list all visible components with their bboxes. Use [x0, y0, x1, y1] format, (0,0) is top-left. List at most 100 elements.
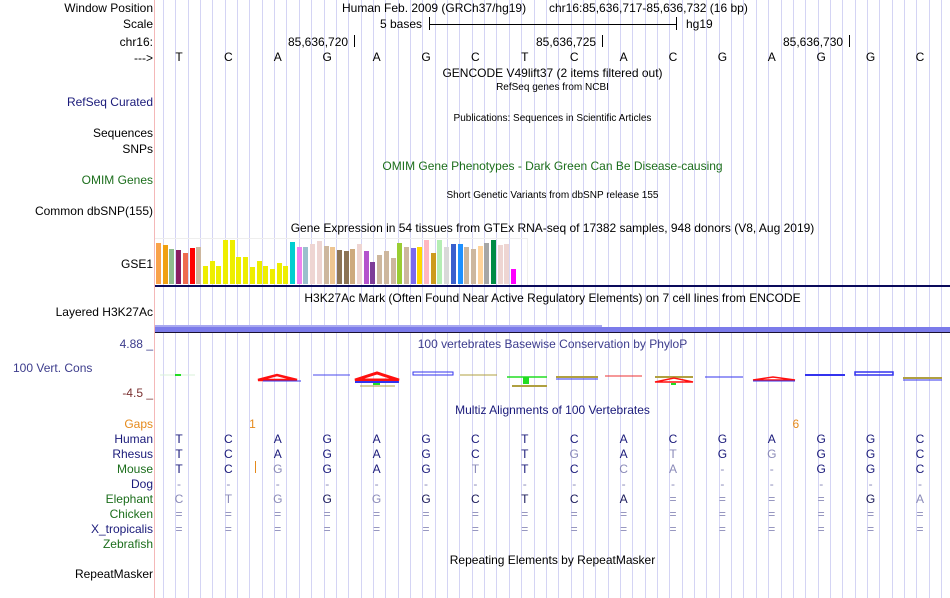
gtex-tissue-bar[interactable]	[410, 248, 416, 284]
gtex-tissue-bar[interactable]	[383, 251, 389, 284]
gtex-tissue-bar[interactable]	[330, 247, 336, 284]
h3k27ac-track-label[interactable]: Layered H3K27Ac	[55, 305, 153, 319]
gtex-tissue-bar[interactable]	[424, 240, 429, 284]
gtex-tissue-bar[interactable]	[189, 248, 195, 284]
gtex-tissue-bar[interactable]	[216, 266, 222, 284]
gtex-tissue-bar[interactable]	[444, 247, 450, 284]
gtex-tissue-bar[interactable]	[457, 244, 463, 284]
gtex-tissue-bar[interactable]	[223, 240, 228, 284]
dbsnp-track-label[interactable]: Common dbSNP(155)	[34, 204, 153, 218]
omim-track-title[interactable]: OMIM Gene Phenotypes - Dark Green Can Be…	[382, 159, 723, 173]
omim-track-label[interactable]: OMIM Genes	[81, 173, 153, 187]
gtex-tissue-bar[interactable]	[403, 247, 409, 284]
gtex-tissue-bar[interactable]	[491, 240, 496, 284]
aligned-base: =	[422, 507, 430, 521]
refseq-track-title[interactable]: RefSeq genes from NCBI	[496, 82, 609, 93]
gtex-tissue-bar[interactable]	[310, 244, 316, 284]
gtex-tissue-bar[interactable]	[370, 262, 376, 284]
gtex-tissue-bar[interactable]	[417, 247, 423, 284]
publications-track-title[interactable]: Publications: Sequences in Scientific Ar…	[453, 113, 652, 124]
gtex-tissue-bar[interactable]	[176, 250, 182, 284]
species-label[interactable]: Zebrafish	[102, 537, 153, 551]
gtex-bar-chart[interactable]	[155, 238, 950, 286]
h3k27ac-signal[interactable]	[155, 327, 950, 332]
phylop-track-label[interactable]: 100 Vert. Cons	[13, 361, 93, 375]
species-label[interactable]: Rhesus	[112, 447, 153, 461]
gtex-tissue-bar[interactable]	[390, 258, 396, 284]
gtex-tissue-bar[interactable]	[229, 240, 235, 284]
gtex-tissue-bar[interactable]	[363, 251, 369, 284]
dbsnp-track-title[interactable]: Short Genetic Variants from dbSNP releas…	[446, 190, 659, 201]
gtex-track-label[interactable]: GSE1	[120, 257, 153, 271]
gtex-tissue-bar[interactable]	[243, 257, 249, 284]
gtex-tissue-bar[interactable]	[249, 267, 255, 284]
ruler-tick-label: 85,636,725	[536, 35, 597, 49]
strand-label[interactable]: --->	[134, 51, 153, 65]
gtex-tissue-bar[interactable]	[290, 242, 295, 284]
species-label[interactable]: Human	[114, 432, 153, 446]
refseq-track-label[interactable]: RefSeq Curated	[66, 95, 153, 109]
gtex-tissue-bar[interactable]	[236, 257, 242, 284]
gtex-tissue-bar[interactable]	[283, 266, 289, 284]
gtex-tissue-bar[interactable]	[296, 247, 302, 284]
gtex-tissue-bar[interactable]	[430, 253, 436, 284]
gtex-tissue-bar[interactable]	[450, 244, 456, 284]
multiz-track-title[interactable]: Multiz Alignments of 100 Vertebrates	[455, 403, 650, 417]
gtex-tissue-bar[interactable]	[196, 247, 202, 284]
gtex-tissue-bar[interactable]	[377, 255, 383, 284]
gtex-tissue-bar[interactable]	[323, 246, 329, 284]
gencode-track-title[interactable]: GENCODE V49lift37 (2 items filtered out)	[442, 66, 663, 80]
gtex-tissue-bar[interactable]	[162, 245, 168, 284]
species-label[interactable]: Chicken	[109, 507, 153, 521]
species-label[interactable]: Dog	[130, 477, 153, 491]
gtex-tissue-bar[interactable]	[470, 249, 476, 284]
aligned-base: -	[374, 477, 379, 491]
gtex-tissue-bar[interactable]	[397, 243, 403, 284]
snps-track-label[interactable]: SNPs	[122, 142, 153, 156]
h3k27ac-track-title[interactable]: H3K27Ac Mark (Often Found Near Active Re…	[304, 291, 801, 305]
gap-count[interactable]: 1	[249, 417, 256, 431]
gtex-tissue-bar[interactable]	[202, 266, 208, 284]
gtex-tissue-bar[interactable]	[477, 246, 483, 284]
gtex-tissue-bar[interactable]	[464, 247, 470, 284]
gtex-tissue-bar[interactable]	[276, 263, 282, 284]
publications-track-label[interactable]: Sequences	[92, 126, 153, 140]
aligned-base: -	[177, 477, 181, 491]
gtex-tissue-bar[interactable]	[497, 245, 503, 284]
gap-count[interactable]: 6	[792, 417, 800, 431]
gtex-track-title[interactable]: Gene Expression in 54 tissues from GTEx …	[290, 221, 815, 235]
repeatmasker-track-title[interactable]: Repeating Elements by RepeatMasker	[449, 553, 656, 567]
aligned-base: A	[619, 432, 628, 446]
phylop-track-title[interactable]: 100 vertebrates Basewise Conservation by…	[417, 337, 688, 351]
aligned-base: =	[570, 507, 578, 521]
gtex-tissue-bar[interactable]	[511, 269, 517, 284]
gtex-tissue-bar[interactable]	[350, 249, 356, 284]
gtex-tissue-bar[interactable]	[437, 240, 443, 284]
repeatmasker-track-label[interactable]: RepeatMasker	[74, 567, 153, 581]
species-label[interactable]: Mouse	[116, 462, 153, 476]
gtex-tissue-bar[interactable]	[484, 243, 490, 284]
gtex-tissue-bar[interactable]	[156, 243, 161, 284]
gtex-tissue-bar[interactable]	[256, 261, 262, 284]
aligned-base: =	[373, 507, 381, 521]
gtex-tissue-bar[interactable]	[504, 244, 510, 284]
gtex-tissue-bar[interactable]	[316, 241, 322, 284]
gtex-tissue-bar[interactable]	[336, 250, 342, 284]
gtex-tissue-bar[interactable]	[303, 247, 309, 284]
gtex-tissue-bar[interactable]	[343, 251, 349, 284]
gtex-tissue-bar[interactable]	[357, 244, 362, 284]
species-label[interactable]: Elephant	[105, 492, 153, 506]
gtex-tissue-bar[interactable]	[263, 266, 269, 284]
aligned-base: =	[916, 507, 924, 521]
aligned-base: =	[817, 492, 825, 506]
aligned-base: -	[769, 462, 774, 476]
aligned-base: -	[572, 477, 577, 491]
gtex-tissue-bar[interactable]	[209, 261, 215, 284]
gtex-tissue-bar[interactable]	[169, 249, 175, 284]
aligned-base: G	[421, 447, 431, 461]
h3k27ac-signal-overlay	[155, 325, 602, 327]
species-label[interactable]: X_tropicalis	[90, 522, 153, 536]
insertion-marker[interactable]	[255, 461, 256, 473]
gtex-tissue-bar[interactable]	[182, 253, 188, 284]
gtex-tissue-bar[interactable]	[269, 269, 275, 284]
